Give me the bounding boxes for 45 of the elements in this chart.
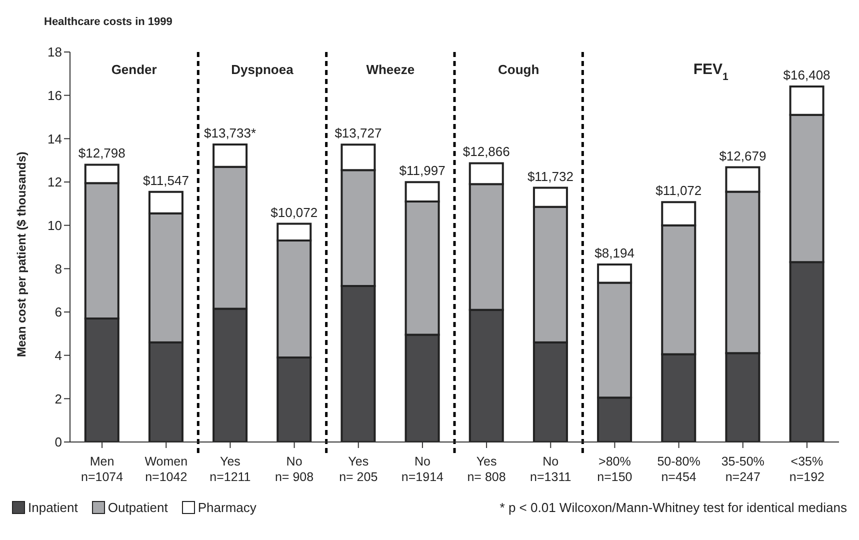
total-label: $11,072 <box>656 183 702 198</box>
x-tick-label: Yes n= 808 <box>467 454 506 484</box>
total-label: $12,798 <box>78 146 126 161</box>
annotation: FEV$_{1}$ <box>693 61 729 83</box>
annotation: Wheeze <box>366 62 415 77</box>
x-tick-label: Men n=1074 <box>81 454 124 484</box>
annotation: Cough <box>498 62 540 77</box>
total-label: $11,997 <box>399 163 446 178</box>
x-tick-label: Yes n=1211 <box>210 454 251 484</box>
total-label: $8,194 <box>594 245 634 260</box>
y-tick-label: 18 <box>48 44 62 60</box>
y-tick-label: 10 <box>48 218 62 233</box>
annotation: Gender <box>111 62 157 77</box>
legend-label: Outpatient <box>106 500 168 515</box>
y-tick-label: 12 <box>48 174 62 190</box>
legend-label: Pharmacy <box>196 500 256 515</box>
total-label: $11,547 <box>142 172 189 188</box>
text: * p < 0.01 Wilcoxon/Mann-Whitney test for identical medians <box>500 500 847 515</box>
y-tick-label: 14 <box>48 131 62 146</box>
x-tick-label: Yes n= 205 <box>339 454 378 484</box>
y-tick-label: 2 <box>54 391 62 406</box>
y-tick-label: 16 <box>48 88 62 103</box>
x-tick-label: <35% n=192 <box>789 454 825 484</box>
y-tick-label: 4 <box>54 348 62 363</box>
y-tick-label: 0 <box>54 434 62 450</box>
chart-title: Healthcare costs in 1999 <box>44 16 172 28</box>
total-label: $11,732 <box>527 168 574 184</box>
total-label: $10,072 <box>270 204 318 220</box>
x-tick-label: 50-80% n=454 <box>657 454 700 484</box>
total-label: $13,727 <box>334 126 382 141</box>
legend-label: Inpatient <box>27 500 78 515</box>
x-tick-label: >80% n=150 <box>597 454 632 484</box>
total-label: $16,408 <box>783 67 830 82</box>
y-tick-label: 8 <box>54 261 62 276</box>
x-tick-label: 35-50% n=247 <box>721 454 764 484</box>
x-tick-label: No n=1914 <box>401 454 444 484</box>
total-label: $12,866 <box>462 144 510 160</box>
x-tick-label: No n= 908 <box>274 454 314 484</box>
y-tick-label: 6 <box>54 304 62 320</box>
total-label: $13,733* <box>204 125 256 140</box>
total-label: $12,679 <box>719 148 766 164</box>
annotation: Dyspnoea <box>231 62 294 77</box>
x-tick-label: Women n=1042 <box>144 454 188 484</box>
y-axis-title: Mean cost per patient ($ thousands) <box>14 152 28 357</box>
x-tick-label: No n=1311 <box>530 454 572 484</box>
